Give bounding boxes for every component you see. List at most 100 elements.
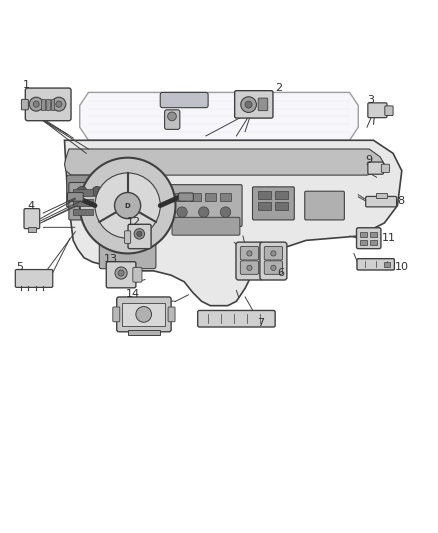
Text: 1: 1 [23, 80, 30, 91]
FancyBboxPatch shape [42, 99, 45, 110]
FancyBboxPatch shape [165, 110, 180, 130]
Text: 14: 14 [125, 289, 140, 299]
FancyBboxPatch shape [67, 192, 83, 201]
FancyBboxPatch shape [117, 297, 171, 332]
FancyBboxPatch shape [170, 184, 242, 227]
FancyBboxPatch shape [385, 106, 393, 116]
FancyBboxPatch shape [370, 232, 377, 237]
Text: 9: 9 [365, 155, 372, 165]
Circle shape [33, 101, 39, 107]
FancyBboxPatch shape [368, 103, 387, 118]
Circle shape [198, 207, 209, 217]
Circle shape [120, 187, 131, 197]
Text: 11: 11 [381, 233, 396, 243]
FancyBboxPatch shape [275, 191, 288, 199]
FancyBboxPatch shape [366, 197, 396, 207]
FancyBboxPatch shape [305, 191, 344, 220]
FancyBboxPatch shape [205, 192, 216, 201]
FancyBboxPatch shape [69, 182, 98, 220]
FancyBboxPatch shape [133, 268, 142, 282]
Circle shape [168, 112, 177, 120]
FancyBboxPatch shape [127, 329, 160, 335]
Circle shape [77, 187, 87, 197]
Circle shape [29, 97, 43, 111]
Circle shape [220, 207, 231, 217]
FancyBboxPatch shape [73, 208, 93, 215]
FancyBboxPatch shape [73, 189, 93, 196]
Text: 8: 8 [397, 196, 405, 206]
FancyBboxPatch shape [253, 187, 294, 220]
FancyBboxPatch shape [240, 261, 258, 274]
FancyBboxPatch shape [258, 191, 271, 199]
FancyBboxPatch shape [99, 195, 156, 269]
FancyBboxPatch shape [258, 202, 271, 210]
FancyBboxPatch shape [172, 217, 240, 235]
Text: 5: 5 [17, 262, 24, 271]
FancyBboxPatch shape [264, 246, 283, 260]
Text: D: D [125, 204, 131, 209]
FancyBboxPatch shape [258, 98, 268, 111]
FancyBboxPatch shape [179, 193, 193, 201]
FancyBboxPatch shape [368, 162, 384, 174]
FancyBboxPatch shape [128, 224, 151, 249]
FancyBboxPatch shape [198, 310, 275, 327]
FancyBboxPatch shape [240, 246, 258, 260]
FancyBboxPatch shape [385, 262, 390, 267]
Text: 10: 10 [395, 262, 409, 271]
Circle shape [52, 97, 66, 111]
Circle shape [115, 267, 127, 279]
FancyBboxPatch shape [21, 99, 28, 110]
Polygon shape [64, 149, 385, 175]
Circle shape [271, 251, 276, 256]
Circle shape [247, 265, 252, 270]
FancyBboxPatch shape [51, 99, 54, 110]
Circle shape [177, 207, 187, 217]
FancyBboxPatch shape [24, 208, 40, 229]
Circle shape [115, 192, 141, 219]
Text: 2: 2 [276, 83, 283, 93]
Circle shape [136, 306, 152, 322]
Text: 12: 12 [127, 217, 141, 227]
Text: 6: 6 [277, 268, 284, 278]
Circle shape [118, 270, 124, 276]
FancyBboxPatch shape [260, 242, 287, 280]
FancyBboxPatch shape [264, 261, 283, 274]
FancyBboxPatch shape [381, 164, 390, 173]
FancyBboxPatch shape [113, 307, 120, 322]
FancyBboxPatch shape [275, 202, 288, 210]
FancyBboxPatch shape [25, 88, 71, 120]
FancyBboxPatch shape [370, 239, 377, 245]
FancyBboxPatch shape [376, 192, 387, 198]
FancyBboxPatch shape [15, 270, 53, 287]
FancyBboxPatch shape [106, 262, 136, 288]
Circle shape [271, 265, 276, 270]
FancyBboxPatch shape [28, 228, 36, 232]
FancyBboxPatch shape [357, 259, 394, 270]
Polygon shape [80, 92, 358, 140]
Circle shape [247, 251, 252, 256]
FancyBboxPatch shape [175, 192, 185, 201]
Circle shape [56, 101, 62, 107]
Text: 4: 4 [27, 200, 34, 211]
FancyBboxPatch shape [235, 91, 273, 118]
Circle shape [80, 158, 176, 254]
FancyBboxPatch shape [220, 192, 231, 201]
FancyBboxPatch shape [168, 307, 175, 322]
Circle shape [137, 231, 142, 237]
FancyBboxPatch shape [236, 242, 263, 280]
FancyBboxPatch shape [160, 92, 208, 108]
FancyBboxPatch shape [73, 199, 93, 206]
FancyBboxPatch shape [67, 175, 130, 208]
Circle shape [245, 101, 252, 108]
Circle shape [107, 187, 117, 197]
Text: 7: 7 [257, 318, 265, 328]
FancyBboxPatch shape [46, 99, 49, 110]
Text: 13: 13 [104, 254, 118, 264]
Circle shape [95, 173, 160, 238]
FancyBboxPatch shape [357, 228, 381, 249]
FancyBboxPatch shape [190, 192, 201, 201]
FancyBboxPatch shape [124, 231, 131, 244]
Text: 3: 3 [367, 95, 374, 105]
Circle shape [134, 229, 145, 239]
Polygon shape [64, 140, 402, 305]
